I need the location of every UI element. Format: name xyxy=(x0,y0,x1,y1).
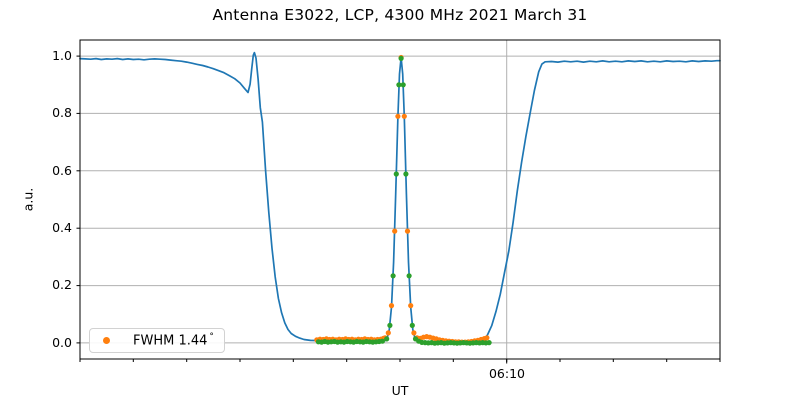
fit-point xyxy=(384,336,390,342)
measured-point xyxy=(395,113,401,119)
y-tick-label-0.4: 0.4 xyxy=(52,220,72,235)
axes-frame xyxy=(79,39,721,360)
legend: FWHM 1.44 ° xyxy=(89,328,225,353)
y-tick-label-0.2: 0.2 xyxy=(52,277,72,292)
y-tick-label-0.8: 0.8 xyxy=(52,105,72,120)
fit-point xyxy=(400,82,406,88)
fit-point xyxy=(387,322,393,328)
x-tick-label-0610: 06:10 xyxy=(488,366,526,381)
measured-point xyxy=(388,303,395,309)
measured-point xyxy=(411,330,417,336)
figure-title: Antenna E3022, LCP, 4300 MHz 2021 March … xyxy=(212,6,588,24)
legend-label: FWHM 1.44 ° xyxy=(133,332,214,349)
beam-response-curve xyxy=(79,51,721,344)
measured-point xyxy=(408,303,414,309)
y-tick-label-0.0: 0.0 xyxy=(52,335,72,350)
fit-point xyxy=(398,55,404,62)
measured-point xyxy=(404,228,411,234)
x-axis-label: UT xyxy=(391,383,409,398)
fit-point xyxy=(409,322,415,328)
y-axis-label: a.u. xyxy=(20,187,36,212)
fit-point xyxy=(379,338,385,344)
y-tick-label-0.6: 0.6 xyxy=(52,163,72,178)
measured-point xyxy=(484,335,490,341)
fit-point xyxy=(396,82,402,88)
y-tick-label-1.0: 1.0 xyxy=(52,48,72,63)
measured-point xyxy=(401,113,407,119)
fit-point xyxy=(406,273,412,279)
fit-point xyxy=(390,273,396,279)
measured-point xyxy=(392,228,398,234)
fit-point xyxy=(393,171,399,177)
fit-point xyxy=(486,340,492,346)
fit-point xyxy=(403,171,409,177)
legend-marker-dot xyxy=(103,337,110,344)
measured-point xyxy=(385,330,391,336)
